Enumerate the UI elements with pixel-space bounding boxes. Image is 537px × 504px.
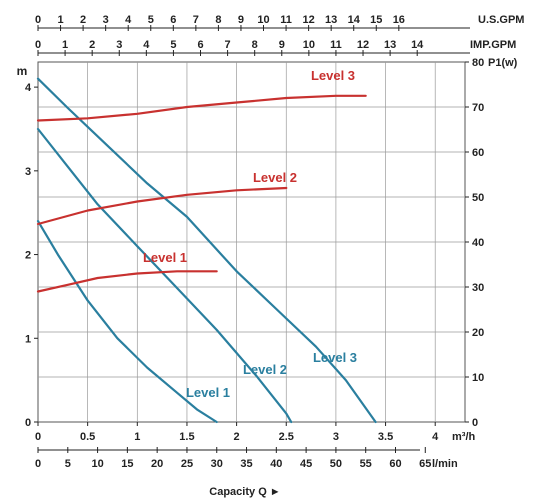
usgpm-tick-label: 13 <box>325 14 337 26</box>
lmin-tick-label: 0 <box>35 458 41 470</box>
m3h-tick-label: 0.5 <box>80 431 95 443</box>
series-line-power-level-3 <box>36 94 367 122</box>
lmin-tick-label: 25 <box>181 458 193 470</box>
power-tick-label: 40 <box>472 237 484 249</box>
m3h-tick-label: 2.5 <box>279 431 294 443</box>
power-tick-label: 10 <box>472 372 484 384</box>
usgpm-tick-label: 2 <box>80 14 86 26</box>
curve-label-head: Level 3 <box>313 350 357 365</box>
usgpm-axis-label: U.S.GPM <box>478 14 524 26</box>
lmin-tick-label: 45 <box>300 458 312 470</box>
power-tick-label: 80 <box>472 57 484 69</box>
lmin-tick-label: 30 <box>211 458 223 470</box>
series-line-head-level-3 <box>36 77 377 424</box>
usgpm-tick-label: 9 <box>238 14 244 26</box>
impgpm-tick-label: 8 <box>252 39 258 51</box>
series-line-power-level-1 <box>36 270 218 293</box>
m3h-tick-label: 3.5 <box>378 431 393 443</box>
impgpm-tick-label: 12 <box>357 39 369 51</box>
impgpm-tick-label: 10 <box>303 39 315 51</box>
lmin-tick-label: 5 <box>65 458 71 470</box>
usgpm-tick-label: 8 <box>215 14 221 26</box>
usgpm-tick-label: 14 <box>348 14 361 26</box>
power-axis-label: P1(w) <box>488 57 518 69</box>
curve-label-head: Level 2 <box>243 362 287 377</box>
lmin-tick-label: 20 <box>151 458 163 470</box>
m3h-tick-label: 4 <box>432 431 439 443</box>
usgpm-tick-label: 15 <box>370 14 382 26</box>
power-tick-label: 20 <box>472 327 484 339</box>
head-axis-label: m <box>17 64 28 78</box>
usgpm-tick-label: 5 <box>148 14 154 26</box>
usgpm-tick-label: 16 <box>393 14 405 26</box>
m3h-tick-label: 0 <box>35 431 41 443</box>
usgpm-tick-label: 3 <box>103 14 109 26</box>
impgpm-tick-label: 3 <box>116 39 122 51</box>
usgpm-tick-label: 1 <box>57 14 63 26</box>
usgpm-tick-label: 10 <box>257 14 269 26</box>
impgpm-axis-label: IMP.GPM <box>470 39 516 51</box>
m3h-tick-label: 1 <box>134 431 140 443</box>
impgpm-tick-label: 4 <box>143 39 150 51</box>
series-line-head-level-1 <box>36 220 218 424</box>
impgpm-tick-label: 5 <box>170 39 176 51</box>
power-tick-label: 0 <box>472 417 478 429</box>
usgpm-tick-label: 7 <box>193 14 199 26</box>
power-tick-label: 30 <box>472 282 484 294</box>
usgpm-tick-label: 6 <box>170 14 176 26</box>
curve-label-head: Level 1 <box>186 385 230 400</box>
m3h-tick-label: 1.5 <box>179 431 194 443</box>
head-tick-label: 3 <box>25 166 31 178</box>
lmin-tick-label: 55 <box>360 458 372 470</box>
impgpm-tick-label: 11 <box>330 39 342 51</box>
impgpm-tick-label: 7 <box>225 39 231 51</box>
m3h-axis-label: m³/h <box>452 431 476 443</box>
lmin-axis-label: l/min <box>432 458 458 470</box>
power-tick-label: 60 <box>472 147 484 159</box>
head-tick-label: 1 <box>25 333 31 345</box>
series-line-head-level-2 <box>36 127 293 424</box>
usgpm-tick-label: 12 <box>302 14 314 26</box>
impgpm-tick-label: 13 <box>384 39 396 51</box>
impgpm-tick-label: 9 <box>279 39 285 51</box>
lmin-tick-label: 35 <box>240 458 252 470</box>
m3h-tick-label: 2 <box>234 431 240 443</box>
lmin-tick-label: 10 <box>91 458 103 470</box>
usgpm-tick-label: 4 <box>125 14 132 26</box>
usgpm-tick-label: 0 <box>35 14 41 26</box>
lmin-tick-label: 60 <box>389 458 401 470</box>
impgpm-tick-label: 0 <box>35 39 41 51</box>
curve-label-power: Level 3 <box>311 68 355 83</box>
lmin-tick-label: 50 <box>330 458 342 470</box>
power-tick-label: 50 <box>472 192 484 204</box>
usgpm-tick-label: 11 <box>280 14 292 26</box>
head-tick-label: 0 <box>25 417 31 429</box>
impgpm-tick-label: 6 <box>197 39 203 51</box>
head-tick-label: 2 <box>25 250 31 262</box>
head-tick-label: 4 <box>25 82 32 94</box>
impgpm-tick-label: 1 <box>62 39 68 51</box>
impgpm-tick-label: 2 <box>89 39 95 51</box>
lmin-tick-label: 65 <box>419 458 431 470</box>
lmin-tick-label: 15 <box>121 458 133 470</box>
power-tick-label: 70 <box>472 102 484 114</box>
lmin-tick-label: 40 <box>270 458 282 470</box>
series-line-power-level-2 <box>36 186 288 226</box>
curve-label-power: Level 2 <box>253 170 297 185</box>
x-axis-title: Capacity Q ► <box>209 486 280 498</box>
impgpm-tick-label: 14 <box>411 39 424 51</box>
m3h-tick-label: 3 <box>333 431 339 443</box>
curve-label-power: Level 1 <box>143 250 187 265</box>
